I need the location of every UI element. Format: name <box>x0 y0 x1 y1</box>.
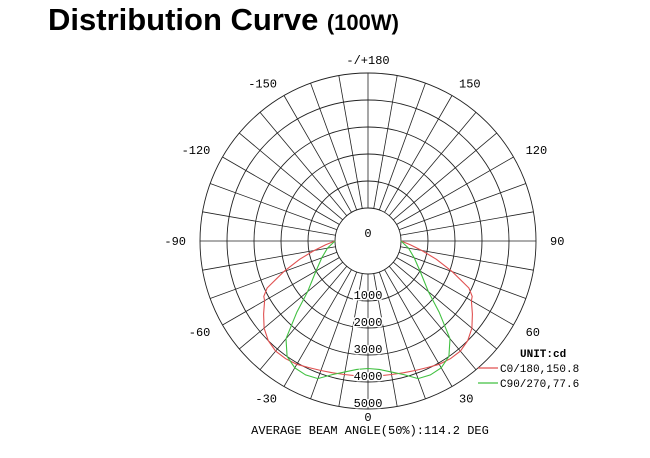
legend-label: C0/180,150.8 <box>500 364 579 376</box>
angle-label: -90 <box>164 235 186 249</box>
grid-spoke <box>378 271 426 400</box>
angle-label: -120 <box>182 144 211 158</box>
grid-spoke <box>398 251 527 299</box>
grid-spoke <box>378 82 426 211</box>
grid-spoke <box>259 266 348 370</box>
radial-tick-label: 2000 <box>354 316 383 330</box>
average-beam-angle: AVERAGE BEAM ANGLE(50%):114.2 DEG <box>251 424 489 438</box>
grid-spoke <box>373 75 398 209</box>
grid-spoke <box>384 269 453 387</box>
grid-spoke <box>310 82 358 211</box>
angle-label: 90 <box>550 235 564 249</box>
angle-label: -60 <box>189 326 211 340</box>
radial-tick-label: 5000 <box>354 397 383 411</box>
grid-spoke <box>338 273 363 407</box>
angle-label: -30 <box>255 393 277 407</box>
grid-spoke <box>209 251 338 299</box>
chart-title-wattage: (100W) <box>326 10 399 35</box>
grid-spoke <box>239 261 343 350</box>
legend: UNIT:cd C0/180,150.8 C90/270,77.6 <box>478 349 579 391</box>
grid-spoke <box>396 156 514 225</box>
radial-tick-label: 3000 <box>354 343 383 357</box>
grid-spoke <box>398 183 527 231</box>
curve-series-2 <box>285 240 451 380</box>
angle-label: 120 <box>526 144 548 158</box>
legend-label: C90/270,77.6 <box>500 379 579 391</box>
radial-tick-label: 1000 <box>354 289 383 303</box>
grid-spoke <box>400 211 534 236</box>
angle-label: 150 <box>459 77 481 91</box>
chart-title: Distribution Curve (100W) <box>48 2 399 38</box>
angle-label: 60 <box>526 326 540 340</box>
grid-spoke <box>388 112 477 216</box>
grid-spoke <box>388 266 477 370</box>
grid-spoke <box>384 95 453 213</box>
grid-spoke <box>373 273 398 407</box>
polar-grid <box>199 72 537 410</box>
grid-spoke <box>393 132 497 221</box>
radial-tick-label: 0 <box>364 227 371 241</box>
radial-tick-label: 4000 <box>354 370 383 384</box>
grid-spoke <box>338 75 363 209</box>
angle-label-0: 0 <box>364 411 371 425</box>
grid-spoke <box>202 211 336 236</box>
grid-spoke <box>396 257 514 326</box>
grid-ring <box>334 207 402 275</box>
axis-labels: 0 30 -30 60 -60 90 -90 120 -120 150 -150 -/+180 0 100… <box>164 54 564 425</box>
chart-title-main: Distribution Curve <box>48 2 319 37</box>
angle-label: -150 <box>248 77 277 91</box>
grid-spoke <box>283 95 352 213</box>
grid-spoke <box>310 271 358 400</box>
distribution-curves <box>263 240 473 380</box>
grid-spoke <box>222 257 340 326</box>
angle-label: 30 <box>459 393 473 407</box>
grid-spoke <box>393 261 497 350</box>
grid-spoke <box>222 156 340 225</box>
grid-spoke <box>283 269 352 387</box>
grid-spoke <box>259 112 348 216</box>
grid-spoke <box>239 132 343 221</box>
curve-series-1 <box>263 240 473 377</box>
angle-label: -/+180 <box>346 54 389 68</box>
unit-label: UNIT:cd <box>520 349 566 361</box>
grid-spoke <box>209 183 338 231</box>
